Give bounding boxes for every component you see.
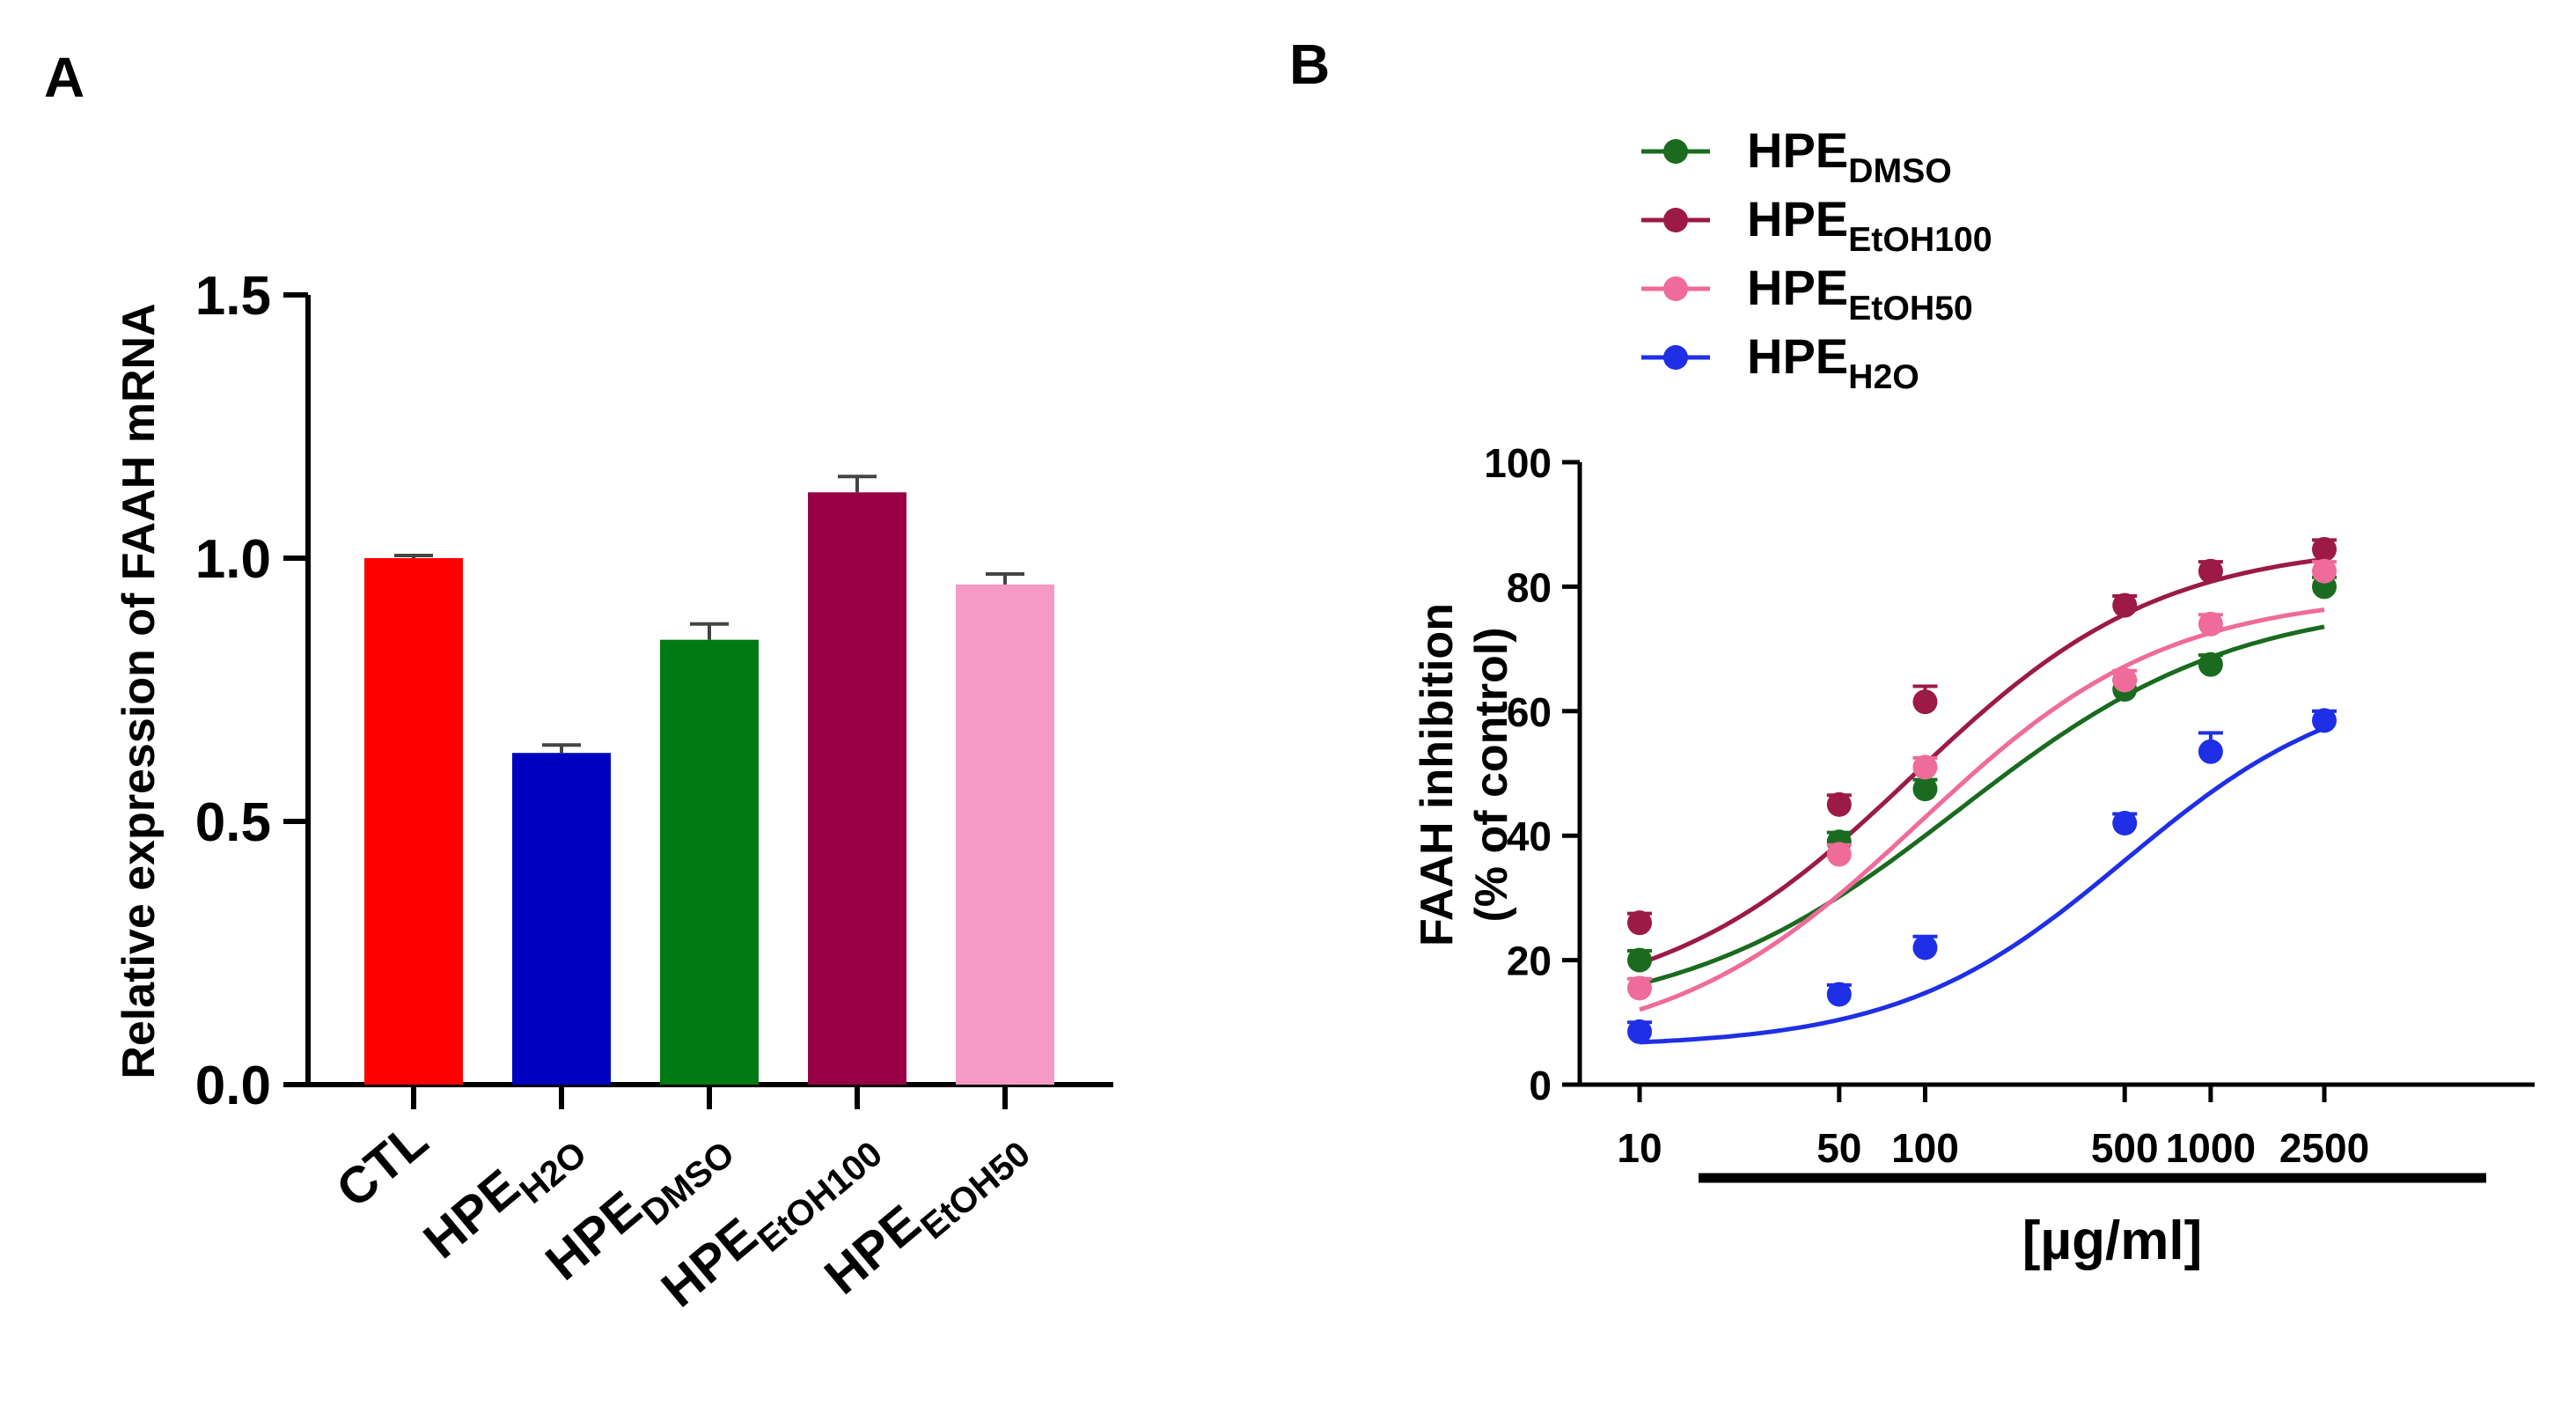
panel-b-y-axis-label-line1: FAAH inhibition <box>1412 603 1463 946</box>
panel-b-data-point <box>1627 947 1652 973</box>
panel-b-label: B <box>1289 33 1330 96</box>
panel-a-y-tick-label: 0.0 <box>195 1056 271 1116</box>
panel-b-legend-label-base: HPE <box>1747 122 1848 178</box>
panel-a-category-label: CTL <box>326 1111 438 1218</box>
panel-b-y-tick-label: 20 <box>1507 938 1552 984</box>
panel-b-legend-label: HPEDMSO <box>1747 122 1952 190</box>
panel-b-y-tick-label: 60 <box>1507 689 1552 735</box>
panel-a-y-tick-label: 1.0 <box>195 529 271 590</box>
panel-b-x-tick-label: 2500 <box>2279 1125 2369 1171</box>
panel-a-category-label-sub: EtOH50 <box>913 1133 1038 1247</box>
panel-b-data-point <box>2312 536 2337 562</box>
panel-b-data-point <box>2198 611 2223 637</box>
panel-b-legend-label-sub: H2O <box>1848 358 1919 396</box>
panel-b-data-point <box>1627 910 1652 936</box>
panel-b-data-point <box>2312 558 2337 584</box>
panel-b-data-point <box>1912 689 1938 715</box>
panel-b-data-point <box>1826 982 1852 1007</box>
panel-b-fit-curve <box>1639 624 2325 987</box>
panel-b-legend-label-sub: EtOH100 <box>1848 221 1992 259</box>
panel-b-legend-label-base: HPE <box>1747 328 1848 384</box>
panel-b-x-tick-label: 50 <box>1816 1125 1861 1171</box>
panel-a-y-axis-label: Relative expression of FAAH mRNA <box>114 303 165 1078</box>
panel-b-x-tick-label: 100 <box>1891 1125 1959 1171</box>
panel-b-data-point <box>1627 975 1652 1001</box>
panel-b-y-tick-label: 0 <box>1529 1063 1552 1108</box>
panel-b-legend-marker <box>1663 208 1688 232</box>
panel-b-legend-label-sub: EtOH50 <box>1848 290 1973 327</box>
panel-a-y-tick-label: 0.5 <box>195 792 271 853</box>
panel-a-bar <box>512 753 611 1085</box>
panel-b-y-tick-label: 80 <box>1507 564 1552 610</box>
panel-b-legend-label: HPEEtOH100 <box>1747 191 1993 259</box>
panel-a-bar <box>808 492 906 1085</box>
panel-a-bar <box>364 558 463 1085</box>
panel-b-data-point <box>2112 811 2138 836</box>
panel-b-data-point <box>2198 651 2223 677</box>
panel-b-data-point <box>1826 842 1852 867</box>
panel-b-legend-marker <box>1663 345 1688 370</box>
panel-b-y-axis-label: FAAH inhibition (% of control) <box>1412 603 1517 946</box>
panel-b-y-axis-label-line2: (% of control) <box>1466 627 1517 922</box>
panel-a-bar-chart: A Relative expression of FAAH mRNA 0.0 0.… <box>44 46 1113 1318</box>
panel-b-data-point <box>1912 776 1938 802</box>
panel-a-label: A <box>44 46 84 109</box>
panel-b-data-point <box>2112 592 2138 618</box>
panel-b-legend-label-sub: DMSO <box>1848 152 1952 190</box>
panel-b-legend-label: HPEEtOH50 <box>1747 260 1973 327</box>
panel-b-legend-label-base: HPE <box>1747 191 1848 247</box>
panel-b-legend-label-base: HPE <box>1747 260 1848 315</box>
panel-b-data-point <box>2312 708 2337 733</box>
panel-b-fit-curve <box>1639 725 2325 1045</box>
panel-b-data-point <box>1912 935 1938 960</box>
panel-b-data-point <box>2198 739 2223 764</box>
panel-a-category-label-base: CTL <box>326 1111 438 1218</box>
panel-a-bar <box>660 639 759 1085</box>
panel-b-y-tick-label: 40 <box>1507 813 1552 859</box>
panel-a-category-label: HPEEtOH50 <box>814 1111 1038 1314</box>
panel-b-data-point <box>1912 754 1938 780</box>
panel-b-y-tick-label: 100 <box>1484 440 1552 486</box>
panel-a-y-tick-label: 1.5 <box>195 266 271 327</box>
panel-b-data-point <box>1826 791 1852 817</box>
panel-b-data-point <box>2198 558 2223 584</box>
panel-b-x-axis-label: [µg/ml] <box>2022 1211 2202 1271</box>
panel-a-bar <box>956 584 1054 1085</box>
panel-b-data-point <box>1627 1019 1652 1044</box>
panel-b-x-tick-label: 10 <box>1617 1125 1662 1171</box>
panel-b-legend-label: HPEH2O <box>1747 328 1919 396</box>
panel-a-category-label-base: HPE <box>413 1159 530 1269</box>
panel-b-x-tick-label: 1000 <box>2166 1125 2256 1171</box>
panel-b-data-point <box>2112 667 2138 693</box>
panel-b-dose-response-chart: B FAAH inhibition (% of control) [µg/ml]… <box>1289 33 2535 1271</box>
panel-b-x-tick-label: 500 <box>2091 1125 2159 1171</box>
panel-b-legend-marker <box>1663 139 1688 164</box>
panel-b-legend-marker <box>1663 276 1688 301</box>
